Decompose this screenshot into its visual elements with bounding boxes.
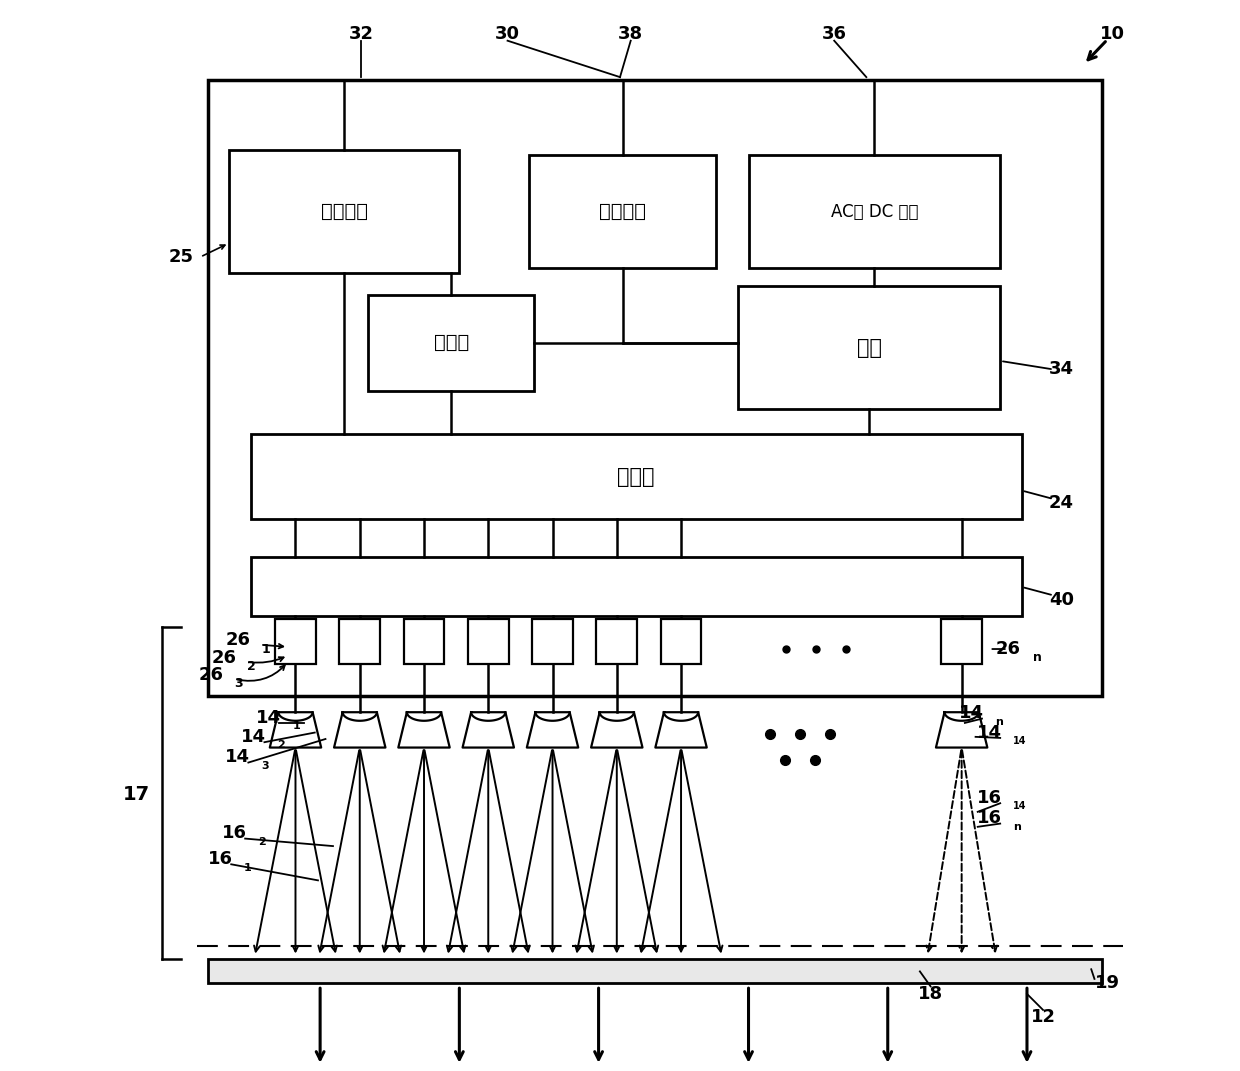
Bar	[529, 155, 717, 268]
Text: 2: 2	[278, 740, 285, 751]
Text: 26: 26	[198, 666, 223, 683]
Text: 17: 17	[123, 785, 150, 804]
Text: 14: 14	[959, 705, 983, 722]
Bar	[532, 619, 573, 664]
Text: n: n	[1013, 821, 1021, 832]
Text: 25: 25	[169, 248, 193, 266]
Text: 40: 40	[1049, 591, 1074, 608]
Text: 控制器: 控制器	[618, 467, 655, 486]
Text: AC或 DC 输入: AC或 DC 输入	[831, 202, 918, 221]
Text: 14: 14	[242, 728, 267, 745]
Bar	[941, 619, 982, 664]
Text: 2: 2	[258, 836, 265, 847]
Text: 通信接口: 通信接口	[321, 202, 368, 221]
Text: 1: 1	[244, 862, 252, 873]
Text: 32: 32	[348, 26, 373, 43]
Bar	[404, 619, 444, 664]
Text: 10: 10	[1100, 26, 1125, 43]
Text: 19: 19	[1095, 975, 1120, 992]
Text: 14: 14	[1013, 736, 1027, 746]
Text: 3: 3	[234, 677, 243, 690]
Text: 1: 1	[293, 721, 300, 731]
Text: 16: 16	[977, 810, 1002, 827]
Text: 存储器: 存储器	[434, 333, 469, 352]
Text: 36: 36	[822, 26, 847, 43]
Text: 18: 18	[918, 985, 944, 1002]
Bar	[467, 619, 508, 664]
Bar	[275, 619, 316, 664]
Text: 14: 14	[1013, 801, 1027, 812]
Text: 34: 34	[1049, 361, 1074, 378]
Text: 2: 2	[247, 660, 255, 673]
Text: 16: 16	[208, 850, 233, 868]
Bar	[738, 286, 1001, 409]
Text: n: n	[1033, 651, 1043, 664]
Text: 14: 14	[257, 709, 281, 726]
Bar	[250, 557, 1022, 616]
Text: 26: 26	[226, 632, 250, 649]
Text: 38: 38	[619, 26, 644, 43]
Text: 12: 12	[1030, 1009, 1055, 1026]
Text: 3: 3	[262, 760, 269, 771]
Text: 30: 30	[495, 26, 520, 43]
Text: 电源: 电源	[857, 337, 882, 358]
Text: n: n	[994, 716, 1003, 727]
Text: 14: 14	[977, 724, 1002, 741]
Text: 16: 16	[977, 789, 1002, 806]
Bar	[596, 619, 637, 664]
Bar	[661, 619, 702, 664]
Bar	[749, 155, 1001, 268]
Text: 16: 16	[222, 825, 247, 842]
Text: 24: 24	[1049, 495, 1074, 512]
Bar	[207, 959, 1102, 983]
Bar	[207, 80, 1102, 696]
Bar	[340, 619, 381, 664]
Bar	[368, 295, 534, 391]
Bar	[250, 434, 1022, 519]
Bar	[229, 150, 459, 273]
Text: 1: 1	[262, 643, 270, 655]
Text: 26: 26	[211, 649, 237, 666]
Text: 14: 14	[226, 749, 250, 766]
Text: 用户接口: 用户接口	[599, 202, 646, 221]
Text: 26: 26	[996, 640, 1021, 658]
